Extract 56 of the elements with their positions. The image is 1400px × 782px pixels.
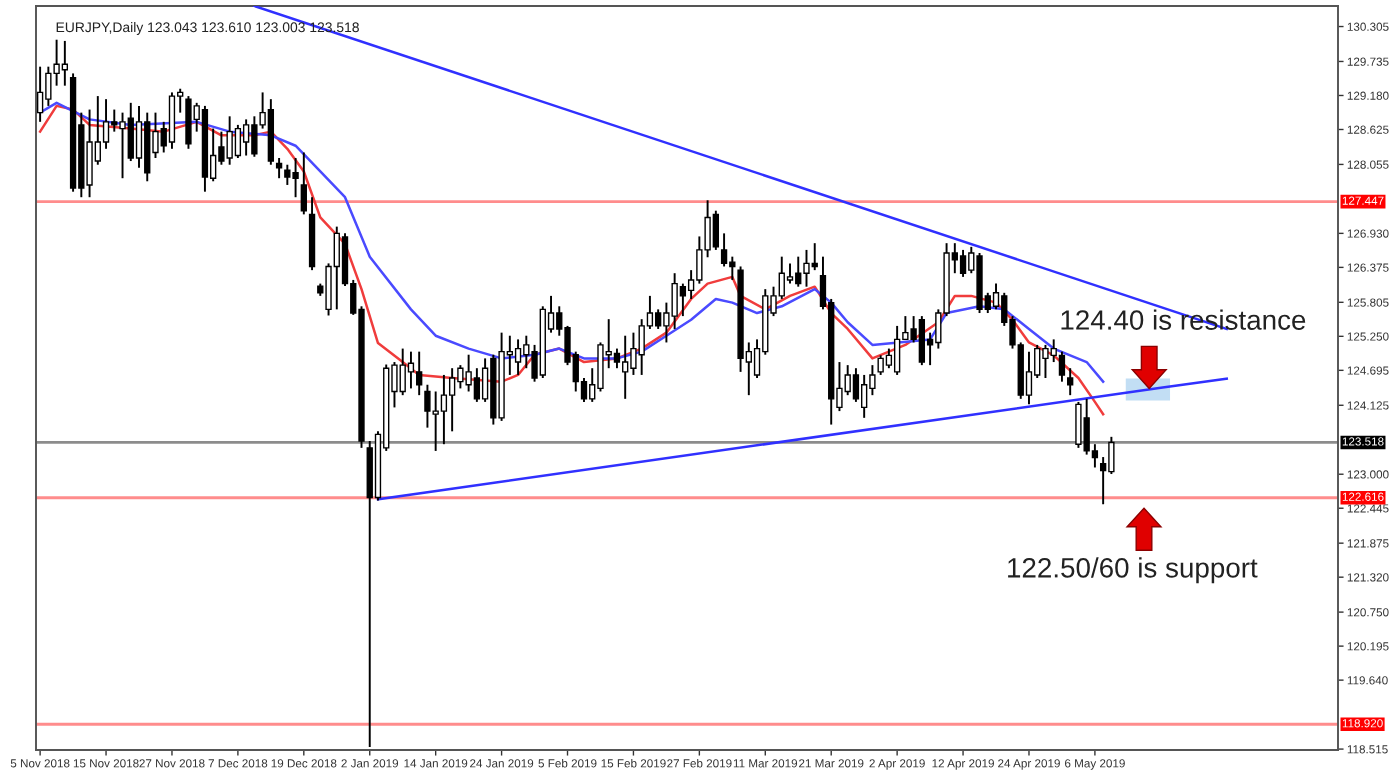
candlestick xyxy=(712,209,720,251)
candlestick xyxy=(630,331,637,376)
candlestick xyxy=(473,367,481,403)
candlestick xyxy=(885,347,893,370)
candlestick xyxy=(622,334,629,400)
candlestick xyxy=(514,338,522,376)
candlestick xyxy=(448,367,456,433)
candlestick xyxy=(852,367,860,403)
candlestick xyxy=(292,157,299,199)
candlestick xyxy=(440,373,448,446)
candlestick xyxy=(465,353,472,393)
candlestick xyxy=(185,95,192,150)
candlestick xyxy=(671,272,678,330)
candlestick xyxy=(613,347,621,370)
candlestick xyxy=(416,350,423,397)
candlestick xyxy=(1108,435,1115,475)
candlestick xyxy=(251,115,258,158)
candlestick xyxy=(399,347,406,397)
candlestick xyxy=(795,255,802,288)
candlestick xyxy=(234,123,242,159)
candlestick xyxy=(720,232,728,268)
candlestick xyxy=(1075,400,1082,449)
candlestick xyxy=(168,91,176,150)
candlestick xyxy=(135,104,143,169)
candlestick xyxy=(242,118,250,157)
candlestick xyxy=(597,341,604,393)
candlestick xyxy=(45,65,52,107)
candlestick xyxy=(119,111,126,180)
candlestick xyxy=(893,324,901,376)
candlestick xyxy=(811,242,818,272)
candlestick xyxy=(284,163,291,186)
candlestick xyxy=(300,151,307,216)
candlestick xyxy=(861,373,868,419)
candlestick xyxy=(1083,397,1090,456)
candlestick xyxy=(877,354,884,376)
candlestick xyxy=(803,248,810,288)
candlestick xyxy=(918,315,926,367)
candlestick xyxy=(654,308,662,330)
annotation: 122.50/60 is support xyxy=(1008,557,1258,584)
candlestick xyxy=(127,101,134,163)
candlestick xyxy=(457,364,464,390)
candlestick xyxy=(86,108,93,199)
candlestick xyxy=(638,318,645,376)
candlestick xyxy=(333,225,340,311)
candlestick xyxy=(1058,350,1066,383)
candlestick xyxy=(407,350,415,390)
candlestick xyxy=(1042,343,1049,379)
candlestick xyxy=(959,248,967,278)
candlestick xyxy=(432,390,439,452)
candlestick xyxy=(1025,350,1033,406)
candlestick xyxy=(1067,367,1074,397)
candlestick xyxy=(226,115,233,166)
candlestick xyxy=(679,282,687,318)
candlestick xyxy=(424,383,431,429)
candlestick xyxy=(729,255,736,281)
candlestick xyxy=(36,65,44,123)
